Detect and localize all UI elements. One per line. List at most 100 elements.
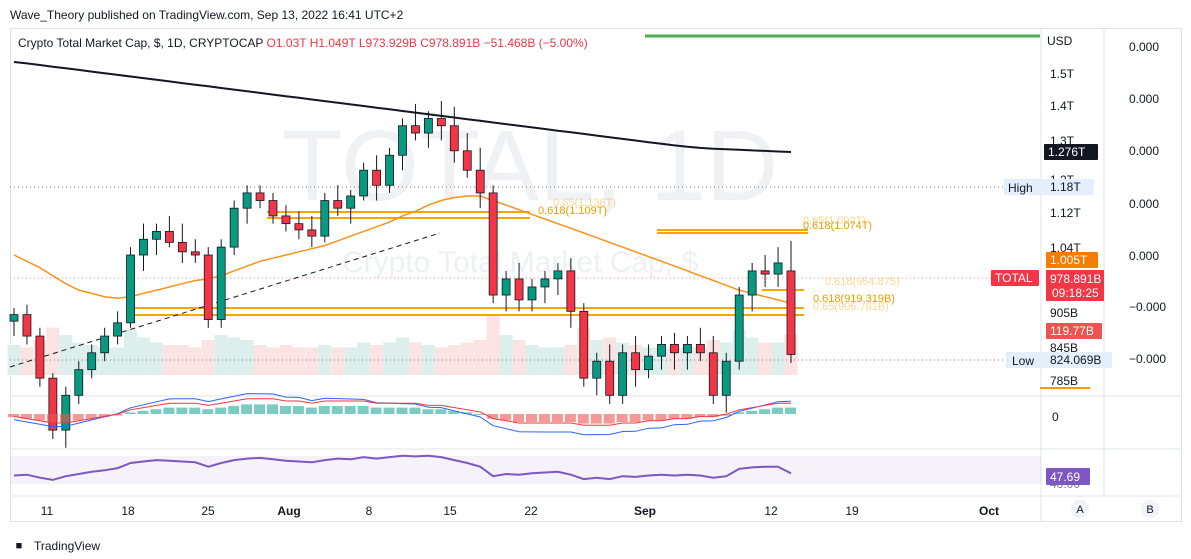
x-tick: Aug	[277, 504, 300, 518]
candle	[449, 125, 459, 152]
watermark: TOTAL, 1D	[282, 110, 778, 222]
candle	[683, 344, 692, 354]
candle	[475, 169, 485, 194]
signal-line	[13, 398, 791, 426]
candle	[514, 278, 524, 301]
macd-bar	[331, 406, 343, 414]
macd-bar	[254, 404, 266, 414]
ma200-tag-bg	[1044, 144, 1098, 160]
volume-bar	[499, 335, 513, 375]
volume-tag-bg	[1046, 323, 1102, 339]
macd-bar	[228, 406, 240, 414]
volume-bar	[473, 340, 487, 375]
volume-bar	[201, 340, 215, 375]
macd-bar	[577, 414, 589, 424]
candle	[203, 254, 213, 320]
volume-bar	[396, 337, 409, 375]
macd-bar	[292, 406, 304, 414]
indicator-value: 0.000	[1129, 249, 1159, 263]
chart-title-line: Crypto Total Market Cap, $, 1D, CRYPTOCA…	[18, 36, 588, 50]
fib-label: 0.618(919.319B)	[813, 293, 895, 305]
fib-label: 0.618(1.074T)	[803, 220, 872, 232]
macd-zero-label: 0	[1052, 410, 1059, 424]
last-price: 978.891B	[1050, 272, 1101, 286]
tradingview-footer[interactable]: ■ TradingView	[10, 539, 100, 553]
macd-bar	[694, 414, 706, 418]
volume-bar	[46, 327, 60, 375]
candle	[87, 352, 97, 371]
volume-bar	[357, 342, 371, 375]
volume-bar	[693, 347, 707, 375]
volume-bar	[59, 335, 73, 375]
volume-bar	[512, 340, 526, 375]
currency-label: USD	[1047, 34, 1073, 48]
candle	[190, 251, 200, 256]
volume-bar	[98, 347, 112, 375]
candle	[281, 215, 291, 225]
volume-bars	[7, 315, 798, 375]
volume-bar	[331, 347, 345, 375]
macd-bar	[474, 414, 486, 415]
candle	[139, 238, 148, 256]
candle	[462, 150, 472, 171]
volume-bar	[551, 347, 565, 375]
candle	[320, 200, 330, 237]
macd-bar	[551, 414, 563, 422]
candle	[9, 314, 19, 322]
volume-bar	[370, 345, 384, 375]
countdown: 09:18:25	[1052, 286, 1099, 300]
rsi-tag-bg	[1046, 468, 1090, 485]
macd-bar	[538, 414, 550, 422]
candle	[553, 270, 563, 280]
ohlc-value: L973.929B	[359, 36, 420, 50]
volume-bar	[758, 342, 772, 375]
macd-bar	[733, 412, 745, 414]
volume-bar	[137, 337, 150, 375]
fib-label: 0.65(906.781B)	[813, 301, 889, 313]
ma200-tag: 1.276T	[1048, 145, 1086, 159]
x-tick: Sep	[634, 504, 656, 518]
x-tick: 19	[845, 504, 859, 518]
candles	[9, 101, 796, 448]
candle	[786, 270, 796, 355]
high-tag-bg	[1046, 179, 1094, 195]
x-tick: Oct	[979, 504, 999, 518]
candle	[670, 344, 679, 354]
candle	[747, 270, 757, 296]
volume-bar	[305, 347, 319, 375]
macd-bar	[668, 414, 680, 419]
macd-bar	[357, 406, 369, 414]
volume-bar	[7, 345, 21, 375]
price-tick: 1.04T	[1050, 241, 1081, 255]
ma200-line	[13, 61, 792, 153]
candle	[708, 352, 718, 396]
candle	[644, 355, 653, 371]
candle	[268, 200, 278, 217]
candle	[540, 278, 550, 288]
scale-button-b[interactable]	[1141, 500, 1159, 518]
high-label: High	[1008, 181, 1033, 195]
candle	[74, 369, 84, 396]
volume-bar	[162, 345, 176, 375]
macd-bar	[435, 409, 447, 414]
macd-bar	[616, 414, 628, 422]
candle	[773, 262, 783, 275]
candle	[177, 241, 187, 253]
candle	[488, 192, 498, 296]
macd-bar	[59, 414, 71, 422]
candle	[294, 223, 304, 231]
macd-pane	[8, 393, 796, 436]
scale-button-label: A	[1076, 504, 1084, 516]
fib-label: 0.618(954.875)	[825, 276, 900, 288]
macd-bar	[629, 414, 641, 422]
ema-tag-bg	[1046, 252, 1098, 268]
macd-bar	[111, 414, 123, 416]
scale-button-a[interactable]	[1071, 500, 1089, 518]
publisher-line: Wave_Theory published on TradingView.com…	[10, 8, 404, 22]
candle	[527, 286, 537, 301]
ema-tag: 1.005T	[1050, 253, 1088, 267]
scale-button-label: B	[1146, 504, 1153, 516]
candle	[216, 246, 226, 320]
macd-bar	[409, 407, 421, 414]
